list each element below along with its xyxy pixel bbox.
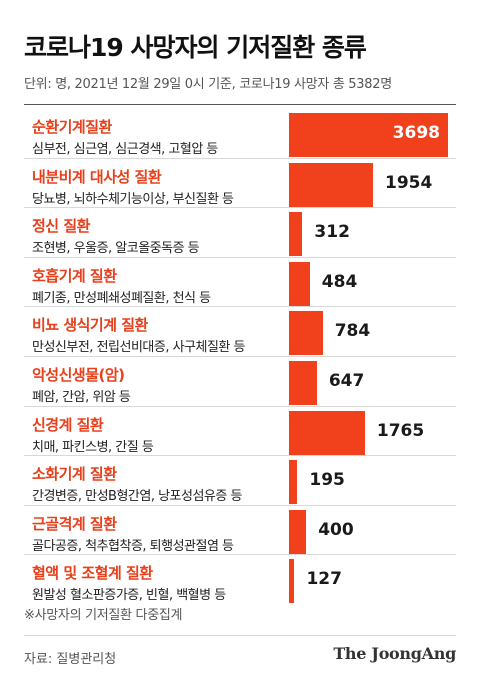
row-divider bbox=[24, 355, 456, 357]
category-description: 치매, 파킨스병, 간질 등 bbox=[32, 439, 154, 455]
value-label: 127 bbox=[306, 569, 342, 590]
bar bbox=[289, 162, 373, 207]
value-label: 1765 bbox=[376, 420, 425, 441]
chart-title: 코로나19 사망자의 기저질환 종류 bbox=[24, 33, 367, 62]
category-description: 폐기종, 만성폐쇄성폐질환, 천식 등 bbox=[32, 290, 211, 306]
value-label: 484 bbox=[321, 271, 358, 292]
row-divider bbox=[24, 256, 456, 258]
value-label: 312 bbox=[314, 222, 350, 243]
category-label: 혈액 및 조혈계 질환 bbox=[32, 564, 153, 583]
category-description: 당뇨병, 뇌하수체기능이상, 부신질환 등 bbox=[32, 191, 234, 207]
category-label: 순환기계질환 bbox=[32, 118, 112, 136]
category-label: 근골격계 질환 bbox=[32, 514, 117, 533]
category-label: 악성신생물(암) bbox=[32, 366, 125, 384]
row-divider bbox=[24, 157, 456, 159]
row-divider bbox=[24, 405, 456, 407]
category-description: 심부전, 심근염, 심근경색, 고혈압 등 bbox=[32, 142, 218, 157]
category-description: 조현병, 우울증, 알코올중독증 등 bbox=[32, 241, 200, 257]
header-rule bbox=[24, 104, 456, 105]
category-description: 간경변증, 만성B형간염, 낭포성섬유증 등 bbox=[32, 489, 242, 505]
category-description: 만성신부전, 전립선비대증, 사구체질환 등 bbox=[32, 340, 245, 356]
bar bbox=[289, 311, 323, 356]
brand-logo: The JoongAng bbox=[333, 644, 456, 663]
row-divider bbox=[24, 306, 456, 308]
value-label: 195 bbox=[309, 470, 345, 491]
bar bbox=[289, 212, 303, 257]
row-divider bbox=[24, 554, 456, 556]
bar bbox=[289, 361, 317, 405]
row-divider bbox=[24, 504, 456, 506]
category-label: 정신 질환 bbox=[32, 217, 90, 236]
category-description: 골다공증, 척추협착증, 퇴행성관절염 등 bbox=[32, 538, 234, 554]
bar bbox=[289, 261, 310, 306]
chart-row: 악성신생물(암) 폐암, 간암, 위암 등 647 bbox=[24, 356, 456, 407]
footer-rule bbox=[24, 635, 456, 636]
bar bbox=[289, 113, 448, 157]
value-label: 647 bbox=[328, 371, 365, 391]
row-divider bbox=[24, 207, 456, 209]
bar bbox=[289, 559, 295, 604]
value-label: 1954 bbox=[385, 172, 433, 193]
category-label: 신경계 질환 bbox=[32, 415, 104, 434]
category-label: 호흡기계 질환 bbox=[32, 266, 117, 285]
value-label: 400 bbox=[318, 519, 354, 540]
category-label: 내분비계 대사성 질환 bbox=[32, 167, 162, 186]
footnote: ※사망자의 기저질환 다중집계 bbox=[24, 608, 183, 623]
bar bbox=[289, 509, 307, 554]
row-divider bbox=[24, 455, 456, 457]
source-text: 자료: 질병관리청 bbox=[24, 652, 117, 667]
value-label: 3698 bbox=[392, 123, 440, 143]
value-label: 784 bbox=[334, 321, 371, 342]
bar bbox=[289, 410, 365, 455]
category-description: 원발성 혈소판증가증, 빈혈, 백혈병 등 bbox=[32, 588, 226, 604]
category-description: 폐암, 간암, 위암 등 bbox=[32, 390, 131, 405]
bar bbox=[289, 460, 298, 505]
category-label: 소화기계 질환 bbox=[32, 465, 117, 484]
category-label: 비뇨 생식기계 질환 bbox=[32, 316, 148, 335]
chart-subtitle: 단위: 명, 2021년 12월 29일 0시 기준, 코로나19 사망자 총 … bbox=[24, 77, 392, 92]
